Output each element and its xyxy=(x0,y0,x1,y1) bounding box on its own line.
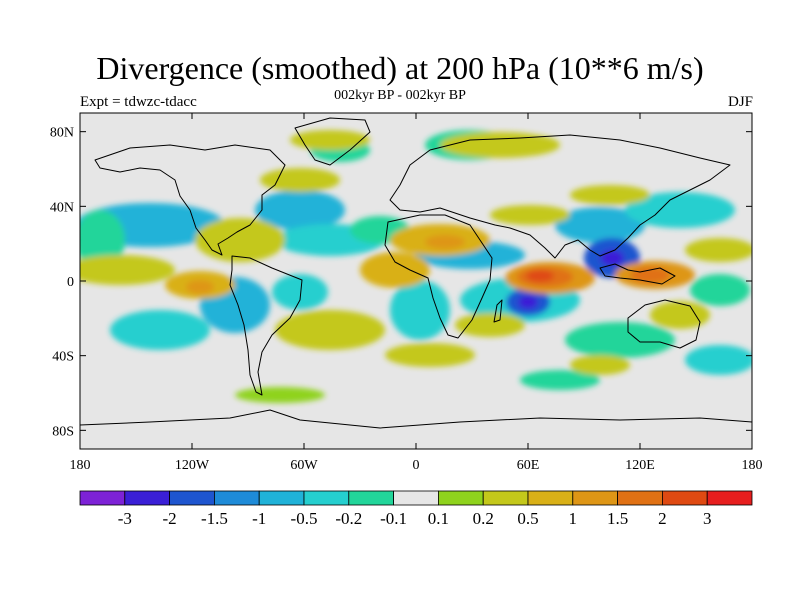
colorbar-swatch xyxy=(348,490,394,506)
map-tick-labels: 80N 40N 0 40S 80S 180 120W 60W 0 60E 120E 180 xyxy=(50,126,763,473)
chart-title: Divergence (smoothed) at 200 hPa (10**6 … xyxy=(96,50,704,86)
lon-tick-label: 180 xyxy=(742,458,763,473)
divergence-patch xyxy=(490,205,570,225)
lon-tick-label: 180 xyxy=(70,458,91,473)
greenland-coastline xyxy=(294,117,371,166)
colorbar-label: 0.2 xyxy=(473,509,494,528)
divergence-patch xyxy=(275,310,385,350)
colorbar-label: -0.5 xyxy=(291,509,318,528)
colorbar-label: 0.5 xyxy=(517,509,538,528)
north-america-coastline xyxy=(94,144,286,256)
africa-coastline xyxy=(384,214,493,339)
australia-coastline xyxy=(627,299,701,349)
colorbar-label: -0.1 xyxy=(380,509,407,528)
south-america-coastline xyxy=(229,255,303,396)
colorbar-label: 1.5 xyxy=(607,509,628,528)
colorbar-swatch xyxy=(662,490,708,506)
divergence-patch xyxy=(526,270,554,282)
colorbar-label: 0.1 xyxy=(428,509,449,528)
lon-tick-label: 60W xyxy=(290,458,318,473)
lon-tick-label: 120E xyxy=(625,458,655,473)
divergence-patch xyxy=(260,168,340,192)
colorbar-label: 2 xyxy=(658,509,667,528)
colorbar-swatch xyxy=(258,490,305,506)
divergence-patch xyxy=(685,238,752,262)
divergence-patch xyxy=(186,280,214,294)
divergence-patch xyxy=(360,252,430,288)
convergence-patch xyxy=(520,370,600,390)
divergence-patch xyxy=(290,130,370,150)
colorbar-swatch xyxy=(393,490,439,506)
lon-tick-label: 120W xyxy=(175,458,210,473)
colorbar-swatch xyxy=(706,490,753,506)
lat-tick-label: 80S xyxy=(52,424,74,439)
convergence-patch xyxy=(390,280,450,340)
map-panel: 80N 40N 0 40S 80S 180 120W 60W 0 60E 120E 180 xyxy=(50,112,763,473)
colorbar-swatch xyxy=(213,490,260,506)
lat-tick-label: 40N xyxy=(50,200,74,215)
convergence-patch xyxy=(110,310,210,350)
colorbar-label: -1.5 xyxy=(201,509,228,528)
convergence-patch xyxy=(690,274,750,306)
convergence-patch xyxy=(600,250,624,266)
divergence-field xyxy=(80,117,752,429)
colorbar-swatch xyxy=(169,490,215,506)
colorbar-label: -3 xyxy=(118,509,132,528)
experiment-label: Expt = tdwzc-tdacc xyxy=(80,94,197,110)
divergence-patch xyxy=(80,255,175,285)
colorbar-label: -2 xyxy=(163,509,177,528)
lon-tick-label: 0 xyxy=(413,458,420,473)
europe-asia-coastline xyxy=(389,134,731,259)
convergence-patch xyxy=(625,192,735,228)
divergence-patch xyxy=(425,235,465,249)
colorbar-swatch xyxy=(572,490,618,506)
colorbar-swatch xyxy=(79,490,126,506)
lon-tick-label: 60E xyxy=(517,458,540,473)
colorbar: -3 -2 -1.5 -1 -0.5 -0.2 -0.1 0.1 0.2 0.5 1 1.5 2 3 xyxy=(79,490,753,528)
divergence-patch xyxy=(570,355,630,375)
divergence-regions xyxy=(80,130,752,403)
season-label: DJF xyxy=(727,94,753,110)
convergence-patch xyxy=(255,190,345,230)
divergence-patch xyxy=(570,185,650,205)
convergence-patch xyxy=(565,322,675,358)
map-ticks xyxy=(79,113,753,449)
divergence-patch xyxy=(630,267,670,283)
madagascar-coastline xyxy=(493,299,503,323)
colorbar-swatch xyxy=(124,490,171,506)
convergence-patch xyxy=(272,274,328,310)
convergence-patch xyxy=(555,207,645,243)
colorbar-label: -1 xyxy=(252,509,266,528)
colorbar-label: 1 xyxy=(569,509,578,528)
divergence-patch xyxy=(650,301,710,329)
colorbar-swatch xyxy=(303,490,350,506)
divergence-patch xyxy=(440,132,560,158)
convergence-patch xyxy=(685,345,752,375)
convergence-patch xyxy=(80,210,125,270)
divergence-patch xyxy=(455,313,525,337)
colorbar-swatch xyxy=(617,490,663,506)
maritime-continent-coastline xyxy=(599,263,676,285)
coastlines xyxy=(80,117,752,429)
convergence-regions xyxy=(80,130,752,390)
convergence-patch xyxy=(518,295,538,309)
lat-tick-label: 40S xyxy=(52,350,74,365)
colorbar-swatch xyxy=(437,490,484,506)
divergence-patch xyxy=(235,387,325,403)
lat-tick-label: 0 xyxy=(67,275,74,290)
colorbar-label: 3 xyxy=(703,509,712,528)
divergence-patch xyxy=(385,343,475,367)
colorbar-swatch xyxy=(527,490,574,506)
divergence-patch xyxy=(195,218,285,262)
lat-tick-label: 80N xyxy=(50,126,74,141)
antarctica-coastline xyxy=(80,409,752,429)
chart-subtitle: 002kyr BP - 002kyr BP xyxy=(334,88,466,103)
colorbar-label: -0.2 xyxy=(335,509,362,528)
colorbar-swatch xyxy=(482,490,529,506)
